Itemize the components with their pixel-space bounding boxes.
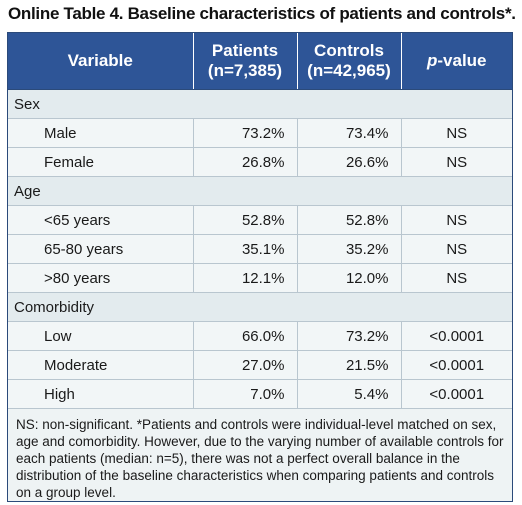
header-controls: Controls (n=42,965) xyxy=(297,33,402,90)
section-label: Sex xyxy=(8,89,512,119)
cell-variable: Moderate xyxy=(8,350,194,380)
cell-pvalue: <0.0001 xyxy=(401,321,512,351)
cell-variable: Low xyxy=(8,321,194,351)
cell-patients: 73.2% xyxy=(193,118,298,148)
header-patients: Patients (n=7,385) xyxy=(193,33,298,90)
cell-pvalue: <0.0001 xyxy=(401,350,512,380)
header-patients-line2: (n=7,385) xyxy=(207,61,283,80)
header-controls-line2: (n=42,965) xyxy=(307,61,391,80)
cell-controls: 73.4% xyxy=(297,118,402,148)
cell-variable: <65 years xyxy=(8,205,194,235)
table-row: >80 years 12.1% 12.0% NS xyxy=(8,263,512,293)
table-body: Sex Male 73.2% 73.4% NS Female 26.8% 26.6% NS Age… xyxy=(8,89,512,409)
cell-pvalue: NS xyxy=(401,147,512,177)
cell-patients: 66.0% xyxy=(193,321,298,351)
cell-controls: 52.8% xyxy=(297,205,402,235)
cell-controls: 26.6% xyxy=(297,147,402,177)
section-label: Comorbidity xyxy=(8,292,512,322)
cell-controls: 12.0% xyxy=(297,263,402,293)
table-row: <65 years 52.8% 52.8% NS xyxy=(8,205,512,235)
table-row: High 7.0% 5.4% <0.0001 xyxy=(8,379,512,409)
cell-patients: 26.8% xyxy=(193,147,298,177)
section-row: Sex xyxy=(8,89,512,119)
table-container: Variable Patients (n=7,385) Controls (n=… xyxy=(7,32,513,502)
table-row: Male 73.2% 73.4% NS xyxy=(8,118,512,148)
cell-pvalue: NS xyxy=(401,263,512,293)
header-variable: Variable xyxy=(8,33,194,90)
cell-patients: 12.1% xyxy=(193,263,298,293)
cell-controls: 5.4% xyxy=(297,379,402,409)
cell-pvalue: NS xyxy=(401,234,512,264)
cell-controls: 21.5% xyxy=(297,350,402,380)
cell-patients: 52.8% xyxy=(193,205,298,235)
header-pvalue: p-value xyxy=(401,33,512,90)
cell-variable: 65-80 years xyxy=(8,234,194,264)
cell-variable: >80 years xyxy=(8,263,194,293)
table-row: Moderate 27.0% 21.5% <0.0001 xyxy=(8,350,512,380)
cell-patients: 27.0% xyxy=(193,350,298,380)
section-row: Comorbidity xyxy=(8,292,512,322)
footnote: NS: non-significant. *Patients and contr… xyxy=(16,417,504,500)
header-pvalue-italic: p xyxy=(426,51,438,70)
header-patients-line1: Patients xyxy=(211,41,279,60)
section-row: Age xyxy=(8,176,512,206)
table-title: Online Table 4. Baseline characteristics… xyxy=(8,4,516,23)
cell-variable: Male xyxy=(8,118,194,148)
cell-patients: 35.1% xyxy=(193,234,298,264)
table-row: 65-80 years 35.1% 35.2% NS xyxy=(8,234,512,264)
cell-variable: Female xyxy=(8,147,194,177)
header-row: Variable Patients (n=7,385) Controls (n=… xyxy=(8,33,512,90)
cell-pvalue: <0.0001 xyxy=(401,379,512,409)
header-pvalue-rest: -value xyxy=(437,51,487,70)
baseline-table: Variable Patients (n=7,385) Controls (n=… xyxy=(8,33,512,409)
cell-pvalue: NS xyxy=(401,118,512,148)
cell-variable: High xyxy=(8,379,194,409)
cell-controls: 35.2% xyxy=(297,234,402,264)
cell-pvalue: NS xyxy=(401,205,512,235)
table-row: Female 26.8% 26.6% NS xyxy=(8,147,512,177)
table-row: Low 66.0% 73.2% <0.0001 xyxy=(8,321,512,351)
cell-controls: 73.2% xyxy=(297,321,402,351)
section-label: Age xyxy=(8,176,512,206)
header-controls-line1: Controls xyxy=(314,41,384,60)
cell-patients: 7.0% xyxy=(193,379,298,409)
